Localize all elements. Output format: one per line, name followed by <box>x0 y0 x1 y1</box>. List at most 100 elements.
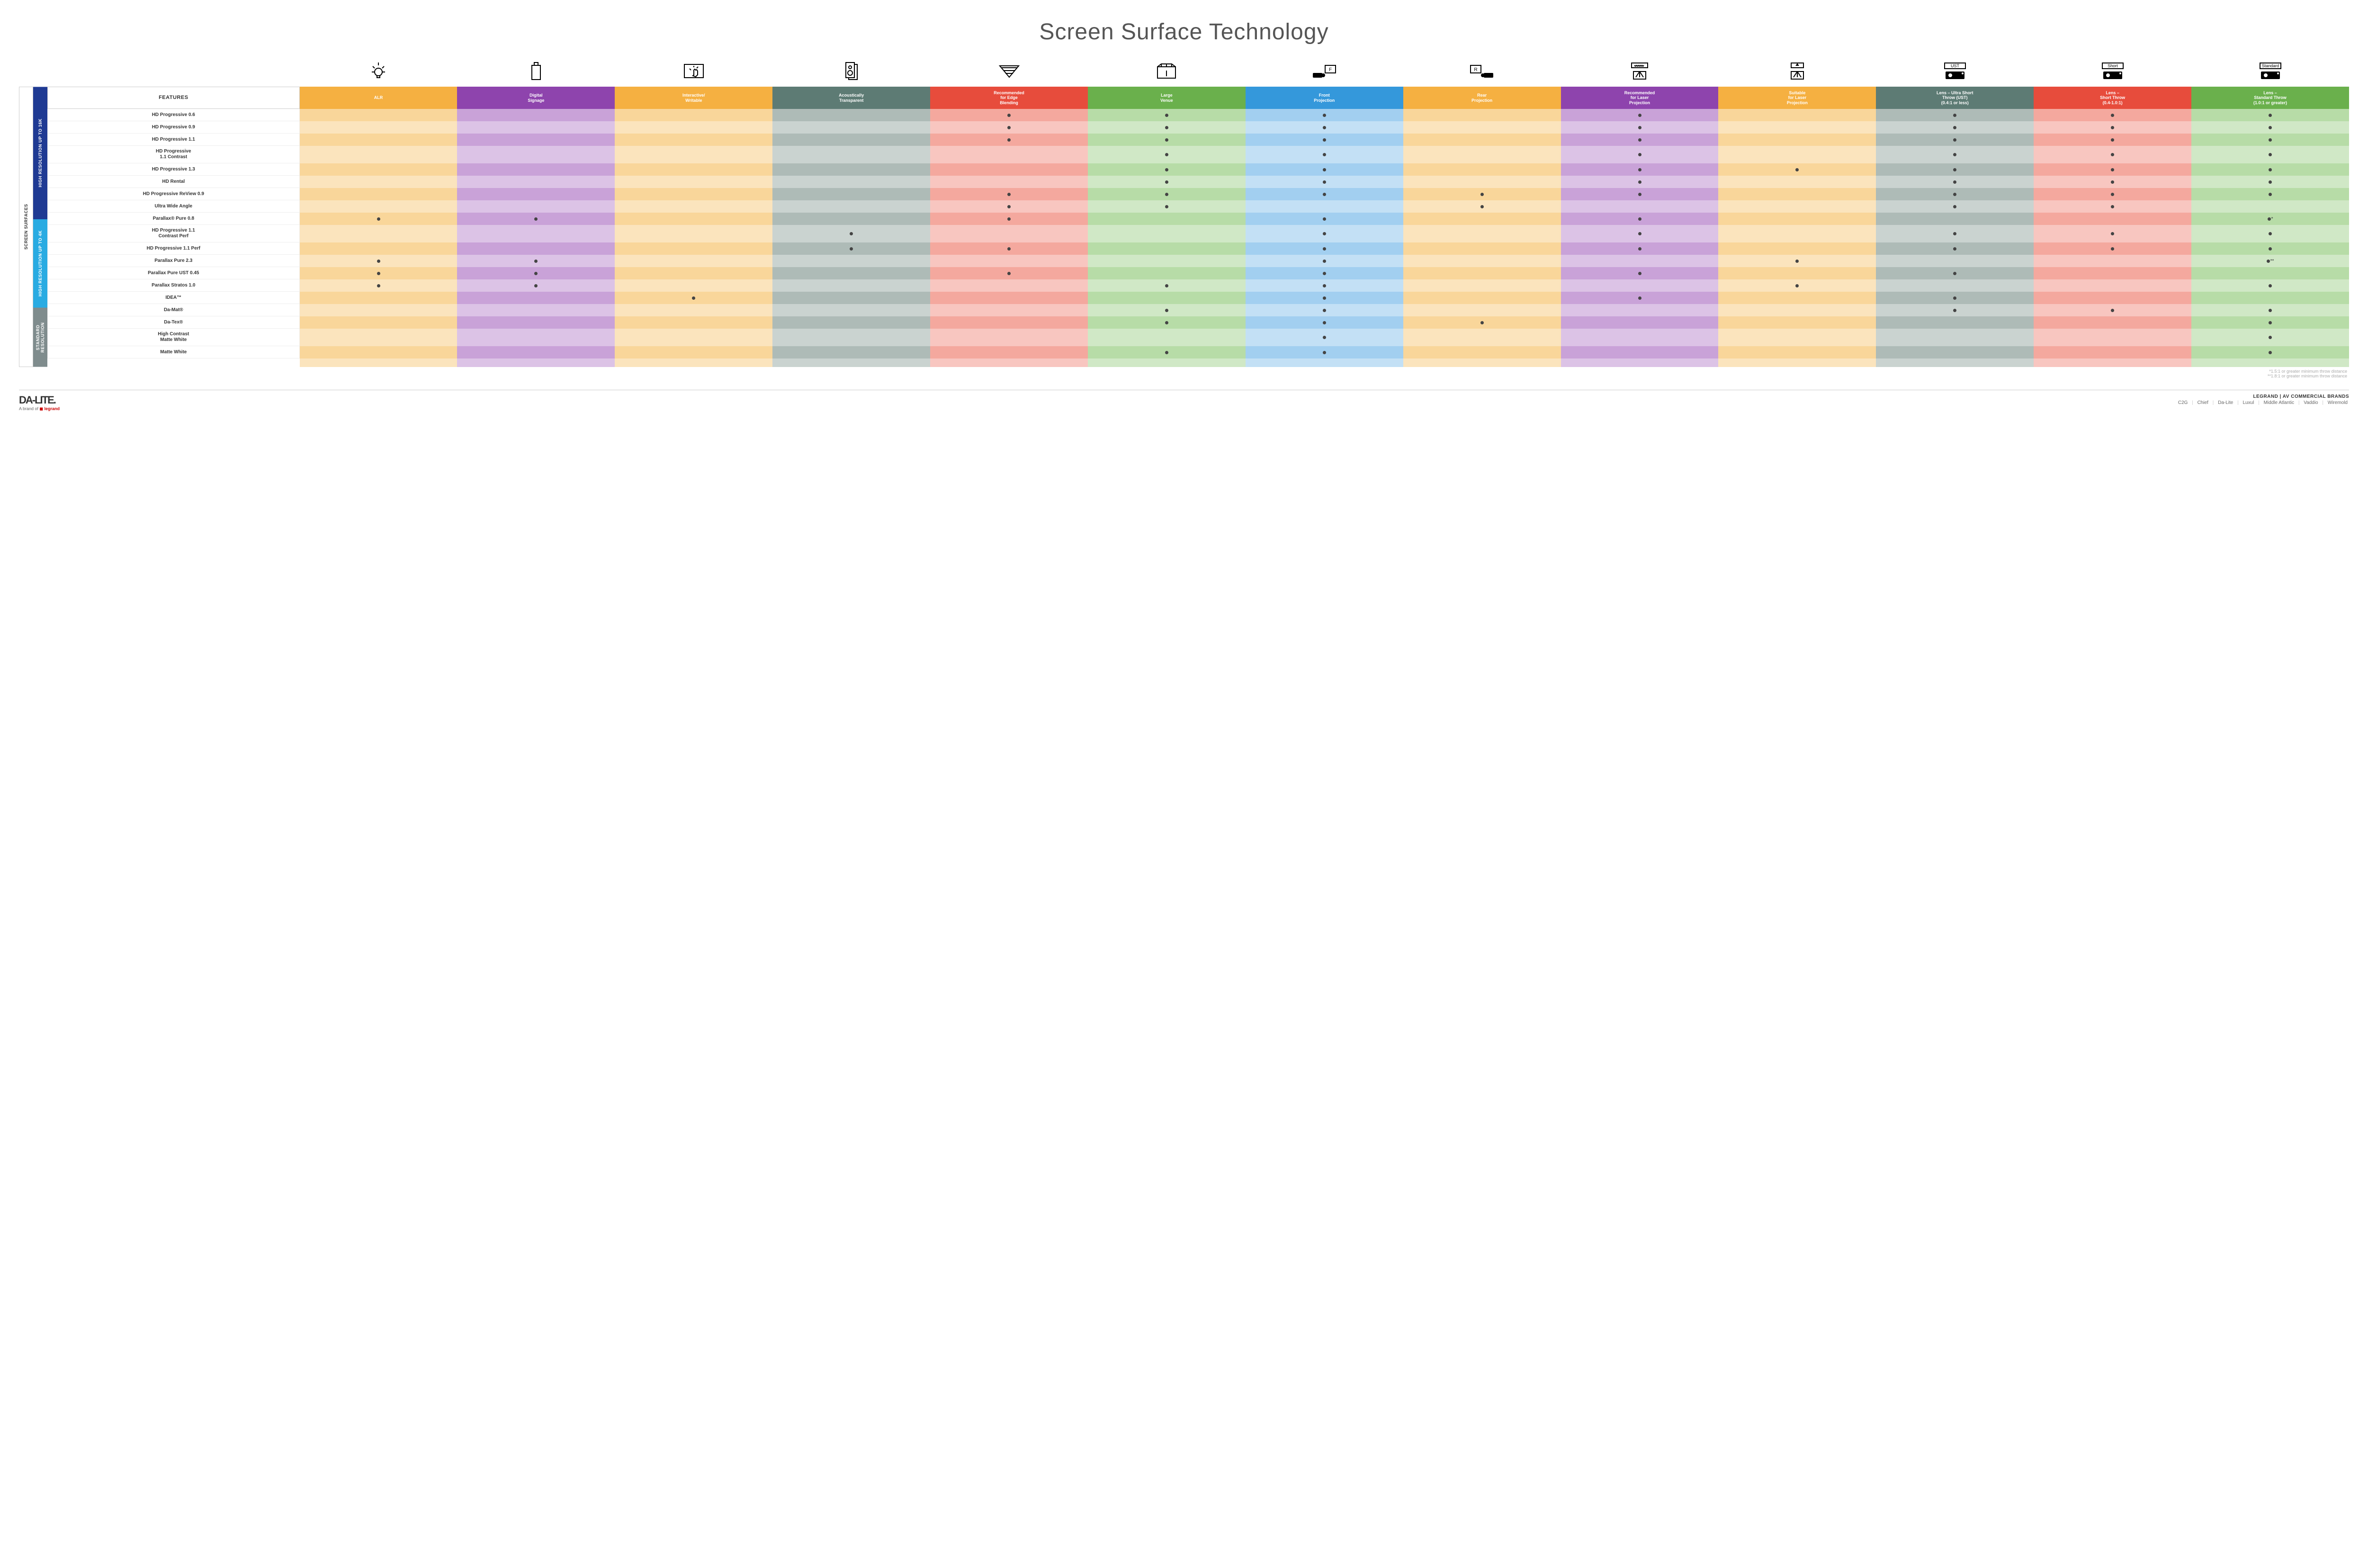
dot-icon <box>2269 247 2272 251</box>
edg-icon <box>930 59 1088 83</box>
cell-int <box>615 121 772 134</box>
row-label: Parallax® Pure 0.8 <box>47 213 300 225</box>
cell-sig <box>457 304 615 316</box>
dot-icon <box>2111 193 2114 196</box>
dot-icon <box>1953 309 1956 312</box>
cell-rlp <box>1561 304 1719 316</box>
cell-lvn <box>1088 163 1246 176</box>
row-label: HD Progressive 1.1 Contrast Perf <box>47 225 300 242</box>
dot-icon <box>1323 193 1326 196</box>
cell-frt <box>1246 225 1403 242</box>
cell-std: * <box>2191 213 2349 225</box>
cell-std <box>2191 163 2349 176</box>
dot-icon <box>1953 114 1956 117</box>
cell-rlp <box>1561 255 1719 267</box>
dot-icon <box>2111 153 2114 156</box>
cell-aco <box>772 242 930 255</box>
cell-alr <box>300 163 457 176</box>
row-label: High Contrast Matte White <box>47 329 300 346</box>
cell-edg <box>930 176 1088 188</box>
dot-icon <box>1323 138 1326 142</box>
dot-icon <box>1165 180 1168 184</box>
dot-icon <box>1323 284 1326 287</box>
cell-aco <box>772 316 930 329</box>
cell-int <box>615 267 772 279</box>
cell-edg <box>930 109 1088 121</box>
dot-icon <box>1007 205 1011 208</box>
cell-sht <box>2034 292 2191 304</box>
cell-rlp <box>1561 188 1719 200</box>
dot-icon <box>534 260 538 263</box>
cell-lvn <box>1088 255 1246 267</box>
col-header-alr: ALR <box>300 87 457 109</box>
dot-icon <box>1323 272 1326 275</box>
cell-frt <box>1246 242 1403 255</box>
cell-slp <box>1718 200 1876 213</box>
cell-alr <box>300 146 457 163</box>
cell-rlp <box>1561 134 1719 146</box>
cell-sig <box>457 200 615 213</box>
cell-frt <box>1246 146 1403 163</box>
footer-brand: Da-Lite <box>2218 400 2233 405</box>
feature-table: FEATURESALRDigital SignageInteractive/ W… <box>47 87 2349 367</box>
dot-icon <box>377 284 380 287</box>
cell-sht <box>2034 255 2191 267</box>
dot-icon <box>1323 153 1326 156</box>
cell-int <box>615 329 772 346</box>
dot-icon <box>1953 126 1956 129</box>
dot-icon <box>534 272 538 275</box>
dot-icon <box>1323 114 1326 117</box>
cell-alr <box>300 304 457 316</box>
cell-ust <box>1876 267 2034 279</box>
cell-alr <box>300 346 457 358</box>
cell-sht <box>2034 134 2191 146</box>
footer-brand: Luxul <box>2243 400 2254 405</box>
cell-alr <box>300 200 457 213</box>
dot-icon <box>1638 126 1641 129</box>
cell-rer <box>1403 121 1561 134</box>
cell-rlp <box>1561 109 1719 121</box>
col-header-edg: Recommended for Edge Blending <box>930 87 1088 109</box>
cell-frt <box>1246 109 1403 121</box>
cell-int <box>615 200 772 213</box>
cell-lvn <box>1088 188 1246 200</box>
table-row: Parallax Stratos 1.0 <box>47 279 2349 292</box>
cell-sig <box>457 109 615 121</box>
cell-std <box>2191 121 2349 134</box>
cell-frt <box>1246 329 1403 346</box>
footer-right-title: LEGRAND | AV COMMERCIAL BRANDS <box>2177 394 2349 399</box>
dot-icon <box>1165 351 1168 354</box>
cell-sig <box>457 176 615 188</box>
cell-aco <box>772 121 930 134</box>
cell-ust <box>1876 316 2034 329</box>
cell-rlp <box>1561 279 1719 292</box>
dot-icon <box>2111 247 2114 251</box>
table-row: Parallax Pure 2.3** <box>47 255 2349 267</box>
dot-icon <box>1638 114 1641 117</box>
cell-ust <box>1876 134 2034 146</box>
cell-alr <box>300 292 457 304</box>
cell-sht <box>2034 279 2191 292</box>
cell-edg <box>930 242 1088 255</box>
dot-icon <box>1007 272 1011 275</box>
cell-frt <box>1246 267 1403 279</box>
dot-icon <box>1323 126 1326 129</box>
page-title: Screen Surface Technology <box>19 19 2349 45</box>
table-row: HD Progressive 1.1 <box>47 134 2349 146</box>
dot-icon <box>1323 180 1326 184</box>
header-row: FEATURESALRDigital SignageInteractive/ W… <box>47 87 2349 109</box>
dot-icon <box>534 284 538 287</box>
cell-alr <box>300 316 457 329</box>
cell-rer <box>1403 279 1561 292</box>
dot-icon <box>1795 260 1799 263</box>
cell-sig <box>457 267 615 279</box>
cell-slp <box>1718 279 1876 292</box>
cell-sht <box>2034 267 2191 279</box>
dot-icon <box>2269 153 2272 156</box>
cell-std <box>2191 329 2349 346</box>
cell-edg <box>930 316 1088 329</box>
cell-ust <box>1876 242 2034 255</box>
cell-edg <box>930 304 1088 316</box>
dot-icon <box>1165 126 1168 129</box>
cell-aco <box>772 255 930 267</box>
